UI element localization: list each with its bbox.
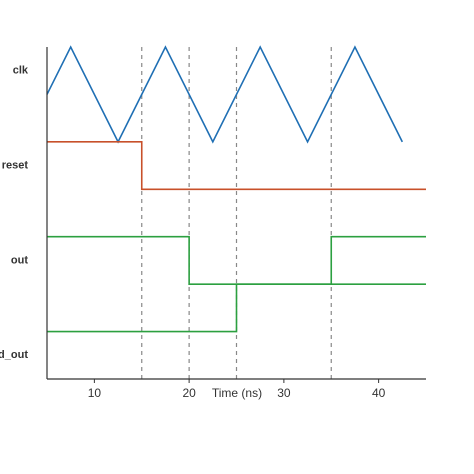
x-tick-label: 30 [277,386,291,400]
x-tick-label: 20 [182,386,196,400]
signal-line [46,45,404,144]
y-tick-label: out [11,254,28,266]
signal-line [47,235,426,285]
x-tick-label: 40 [372,386,386,400]
x-axis-label: Time (ns) [212,386,262,400]
signal-line [47,141,426,191]
signal-line [47,283,426,333]
y-tick-label: reset [2,159,29,171]
y-tick-label: d_out [0,349,28,361]
y-tick-label: clk [13,65,29,77]
x-tick-label: 10 [88,386,102,400]
